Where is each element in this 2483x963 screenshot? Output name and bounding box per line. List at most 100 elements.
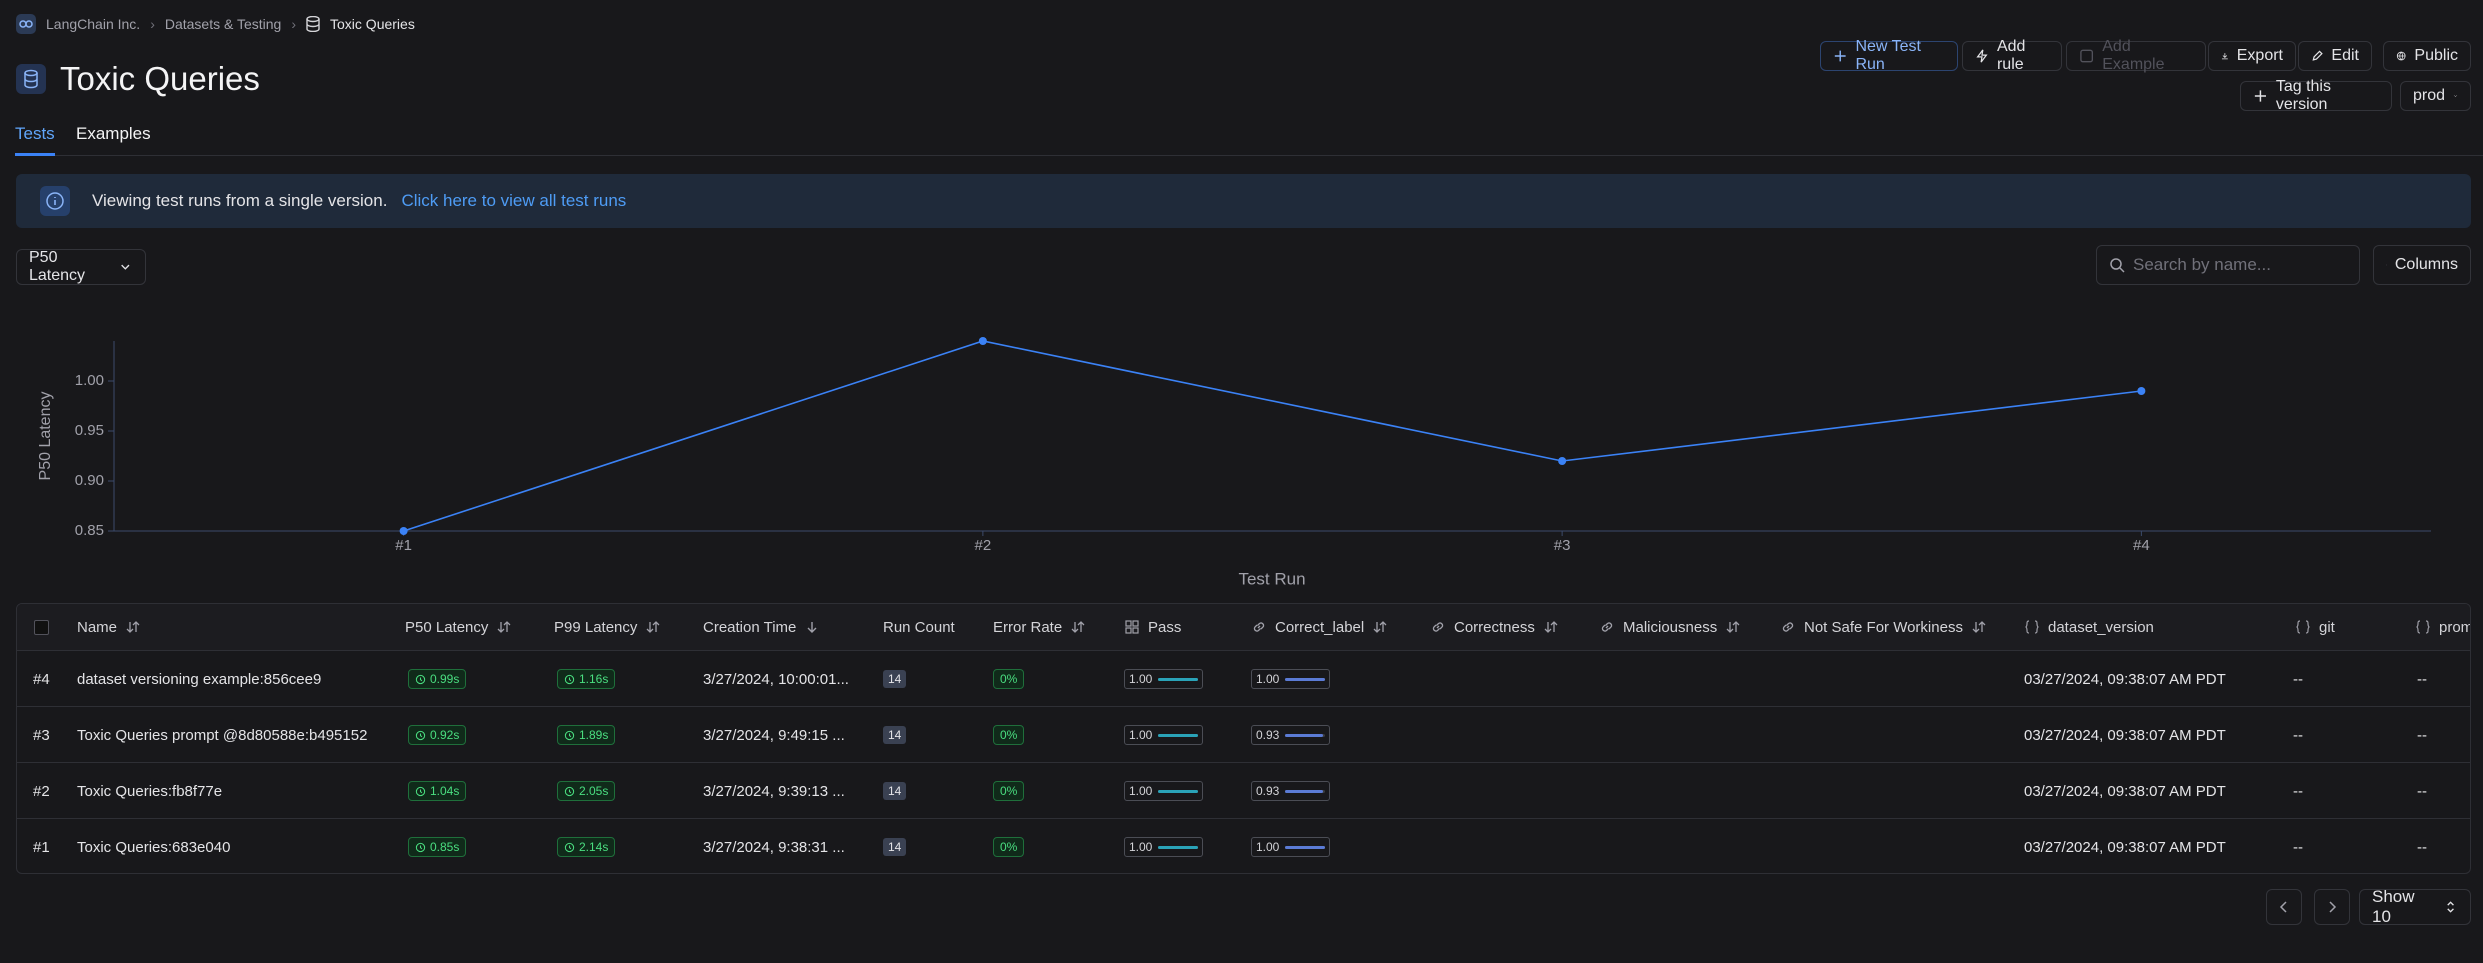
latency-value: 1.04s <box>430 784 460 798</box>
column-header[interactable]: Not Safe For Workiness <box>1780 604 1987 650</box>
column-header[interactable]: P99 Latency <box>554 604 661 650</box>
crumb[interactable]: Datasets & Testing <box>164 16 282 32</box>
tab-divider <box>16 155 2483 156</box>
export-button[interactable]: Export <box>2208 41 2296 71</box>
dataset-version: 03/27/2024, 09:38:07 AM PDT <box>2024 782 2226 800</box>
search-placeholder: Search by name... <box>2133 255 2271 274</box>
latency-badge: 1.04s <box>408 781 467 801</box>
table-cell: 03/27/2024, 09:38:07 AM PDT <box>2024 651 2226 707</box>
column-header-label: Error Rate <box>993 618 1063 636</box>
clock-icon <box>415 842 426 852</box>
clock-icon <box>415 730 426 740</box>
latency-badge: 2.14s <box>557 837 616 857</box>
brace-icon <box>2416 620 2430 634</box>
column-header[interactable]: Error Rate <box>993 604 1086 650</box>
table-cell: 0% <box>993 763 1025 819</box>
column-header[interactable]: Creation Time <box>703 604 820 650</box>
table-cell: 1.16s <box>557 651 616 707</box>
score-value: 1.00 <box>1129 784 1153 798</box>
button-label: Public <box>2414 47 2458 64</box>
feedback-score: 1.00 <box>1124 837 1204 857</box>
column-header[interactable]: git <box>2295 604 2335 650</box>
version-select[interactable]: prod <box>2400 81 2471 111</box>
latency-value: 2.14s <box>579 840 609 854</box>
score-track <box>1285 733 1326 737</box>
table-cell: -- <box>2293 819 2303 873</box>
table-cell: 0% <box>993 707 1025 763</box>
banner-link[interactable]: Click here to view all test runs <box>401 191 627 210</box>
latency-chart: Test Run P50 Latency 0.85 0.90 0.95 1.00 #1 #… <box>37 337 2431 588</box>
new-test-run-button[interactable]: New Test Run <box>1820 38 1958 73</box>
score-value: 1.00 <box>1129 728 1153 742</box>
table-cell: 1.00 <box>1124 651 1204 707</box>
column-header[interactable]: P50 Latency <box>405 604 512 650</box>
latency-badge: 0.99s <box>408 669 467 689</box>
info-banner: Viewing test runs from a single version.… <box>16 174 2471 228</box>
data-point <box>399 527 408 535</box>
next-page[interactable] <box>2314 889 2350 925</box>
sort-icon <box>1726 621 1740 633</box>
table-cell: 3/27/2024, 10:00:01... <box>703 651 849 707</box>
button-label: Add Example <box>2102 38 2165 73</box>
x-tick-label: #1 <box>395 537 412 554</box>
feedback-score: 1.00 <box>1124 725 1204 745</box>
search-input[interactable]: Search by name... <box>2096 245 2360 285</box>
tag-version-button[interactable]: Tag this version <box>2240 78 2392 113</box>
table-cell: #4 <box>33 651 50 707</box>
column-header[interactable]: Maliciousness <box>1599 604 1741 650</box>
table-cell: 0.99s <box>408 651 467 707</box>
column-header[interactable]: dataset_version <box>2024 604 2154 650</box>
table-cell: 2.14s <box>557 819 616 873</box>
table-row[interactable]: #1 Toxic Queries:683e040 0.85s 2.14s 3/27/20… <box>17 818 2470 873</box>
public-button[interactable]: Public <box>2383 41 2471 71</box>
score-bar <box>1285 845 1326 849</box>
score-value: 0.93 <box>1256 728 1280 742</box>
table-cell: 14 <box>883 763 907 819</box>
sort-icon <box>1544 621 1558 633</box>
table-cell: 1.00 <box>1124 707 1204 763</box>
prev-page[interactable] <box>2266 889 2302 925</box>
score-track <box>1158 789 1199 793</box>
line-series <box>403 340 2142 532</box>
table-cell: 14 <box>883 651 907 707</box>
score-track <box>1285 789 1326 793</box>
metric-select[interactable]: P50 Latency <box>16 249 146 285</box>
edit-button[interactable]: Edit <box>2298 41 2372 71</box>
score-bar <box>1285 677 1326 681</box>
column-header-label: P50 Latency <box>405 618 489 636</box>
tab-active[interactable]: Tests <box>15 124 55 143</box>
column-header-label: Correct_label <box>1275 618 1365 636</box>
page-size-select[interactable]: Show 10 <box>2359 887 2471 926</box>
table-cell: #2 <box>33 763 50 819</box>
table-cell: #3 <box>33 707 50 763</box>
select-value: prod <box>2413 87 2446 104</box>
crumb[interactable]: LangChain Inc. <box>46 16 141 32</box>
table-row[interactable]: #2 Toxic Queries:fb8f77e 1.04s 2.05s 3/27/20… <box>17 762 2470 819</box>
table-row[interactable]: #4 dataset versioning example:856cee9 0.99… <box>17 650 2470 707</box>
column-header[interactable]: Run Count <box>883 604 955 650</box>
id: #1 <box>33 838 50 856</box>
column-header[interactable]: Correct_label <box>1251 604 1388 650</box>
score-track <box>1158 733 1199 737</box>
table-cell: 3/27/2024, 9:49:15 ... <box>703 707 845 763</box>
select-all-checkbox[interactable] <box>34 620 49 635</box>
table-cell: 14 <box>883 707 907 763</box>
column-header[interactable]: Name <box>77 604 141 650</box>
column-header[interactable]: Pass <box>1124 604 1181 650</box>
latency-badge: 0.92s <box>408 725 467 745</box>
table-row[interactable]: #3 Toxic Queries prompt @8d80588e:b495152… <box>17 706 2470 763</box>
columns-button[interactable]: Columns <box>2373 245 2471 285</box>
tab[interactable]: Examples <box>76 124 151 143</box>
table-cell: 0.92s <box>408 707 467 763</box>
add-rule-button[interactable]: Add rule <box>1962 38 2062 73</box>
name: Toxic Queries prompt @8d80588e:b495152 <box>77 726 368 744</box>
latency-badge: 0.85s <box>408 837 467 857</box>
column-header[interactable]: prompt <box>2415 604 2470 650</box>
latency-badge: 2.05s <box>557 781 616 801</box>
crumb-current: Toxic Queries <box>330 16 415 32</box>
run-count-badge: 14 <box>883 670 907 688</box>
brace-icon <box>2025 620 2039 634</box>
table-header <box>17 604 2470 650</box>
column-header[interactable]: Correctness <box>1430 604 1559 650</box>
